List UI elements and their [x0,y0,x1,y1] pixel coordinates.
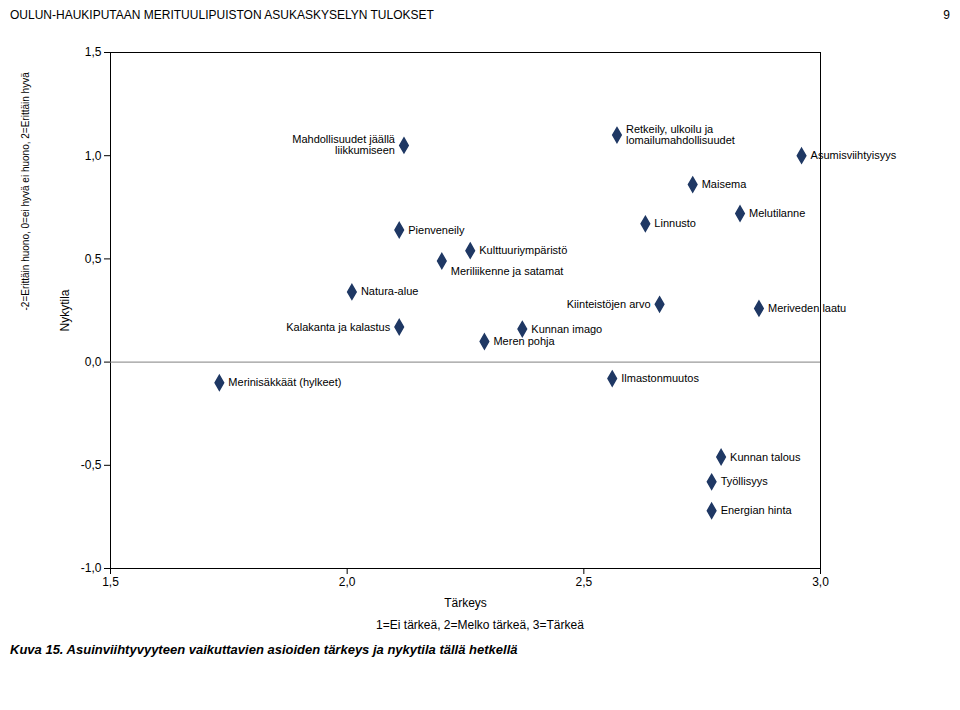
svg-text:Nykytila: Nykytila [58,289,72,331]
svg-text:Linnusto: Linnusto [654,217,696,229]
svg-text:Retkeily, ulkoilu jalomailumah: Retkeily, ulkoilu jalomailumahdollisuude… [626,123,735,146]
svg-text:Pienveneily: Pienveneily [408,224,465,236]
svg-text:3,0: 3,0 [812,575,829,589]
svg-text:Merinisäkkäät (hylkeet): Merinisäkkäät (hylkeet) [228,376,341,388]
svg-text:-2=Erittäin huono, 0=ei hyvä e: -2=Erittäin huono, 0=ei hyvä ei huono, 2… [20,72,31,311]
svg-text:1,5: 1,5 [85,45,102,59]
svg-text:Natura-alue: Natura-alue [361,285,418,297]
svg-text:-0,5: -0,5 [81,458,102,472]
svg-text:0,5: 0,5 [85,252,102,266]
svg-text:Asumisviihtyisyys: Asumisviihtyisyys [811,149,897,161]
svg-text:Kalakanta ja kalastus: Kalakanta ja kalastus [286,321,390,333]
svg-text:Kiinteistöjen arvo: Kiinteistöjen arvo [567,298,651,310]
html-text:Kuva 15. Asuinviihtyvyyteen va: Kuva 15. Asuinviihtyvyyteen vaikuttavien… [10,642,518,657]
svg-text:Maisema: Maisema [702,178,748,190]
svg-text:Työllisyys: Työllisyys [721,475,769,487]
html-text:9: 9 [943,8,950,22]
svg-text:-1,0: -1,0 [81,561,102,575]
svg-text:Tärkeys: Tärkeys [444,596,487,610]
svg-text:Melutilanne: Melutilanne [749,207,805,219]
svg-text:0,0: 0,0 [85,355,102,369]
svg-text:Energian hinta: Energian hinta [721,504,793,516]
svg-text:Kulttuuriympäristö: Kulttuuriympäristö [479,244,567,256]
svg-text:Kunnan imago: Kunnan imago [531,323,602,335]
svg-text:Kunnan talous: Kunnan talous [730,451,801,463]
svg-text:1,0: 1,0 [85,149,102,163]
html-text:OULUN-HAUKIPUTAAN MERITUULIPUI: OULUN-HAUKIPUTAAN MERITUULIPUISTON ASUKA… [10,8,434,22]
svg-text:Meriveden laatu: Meriveden laatu [768,302,846,314]
svg-text:Meren pohja: Meren pohja [493,335,555,347]
svg-text:1,5: 1,5 [102,575,119,589]
svg-text:Mahdollisuudet jäälläliikkumis: Mahdollisuudet jäälläliikkumiseen [292,133,396,156]
svg-text:Ilmastonmuutos: Ilmastonmuutos [621,372,699,384]
html-text:1=Ei tärkeä, 2=Melko tärkeä, 3: 1=Ei tärkeä, 2=Melko tärkeä, 3=Tärkeä [376,618,584,632]
svg-text:2,0: 2,0 [339,575,356,589]
svg-text:Meriliikenne ja satamat: Meriliikenne ja satamat [451,265,564,277]
svg-text:2,5: 2,5 [575,575,592,589]
